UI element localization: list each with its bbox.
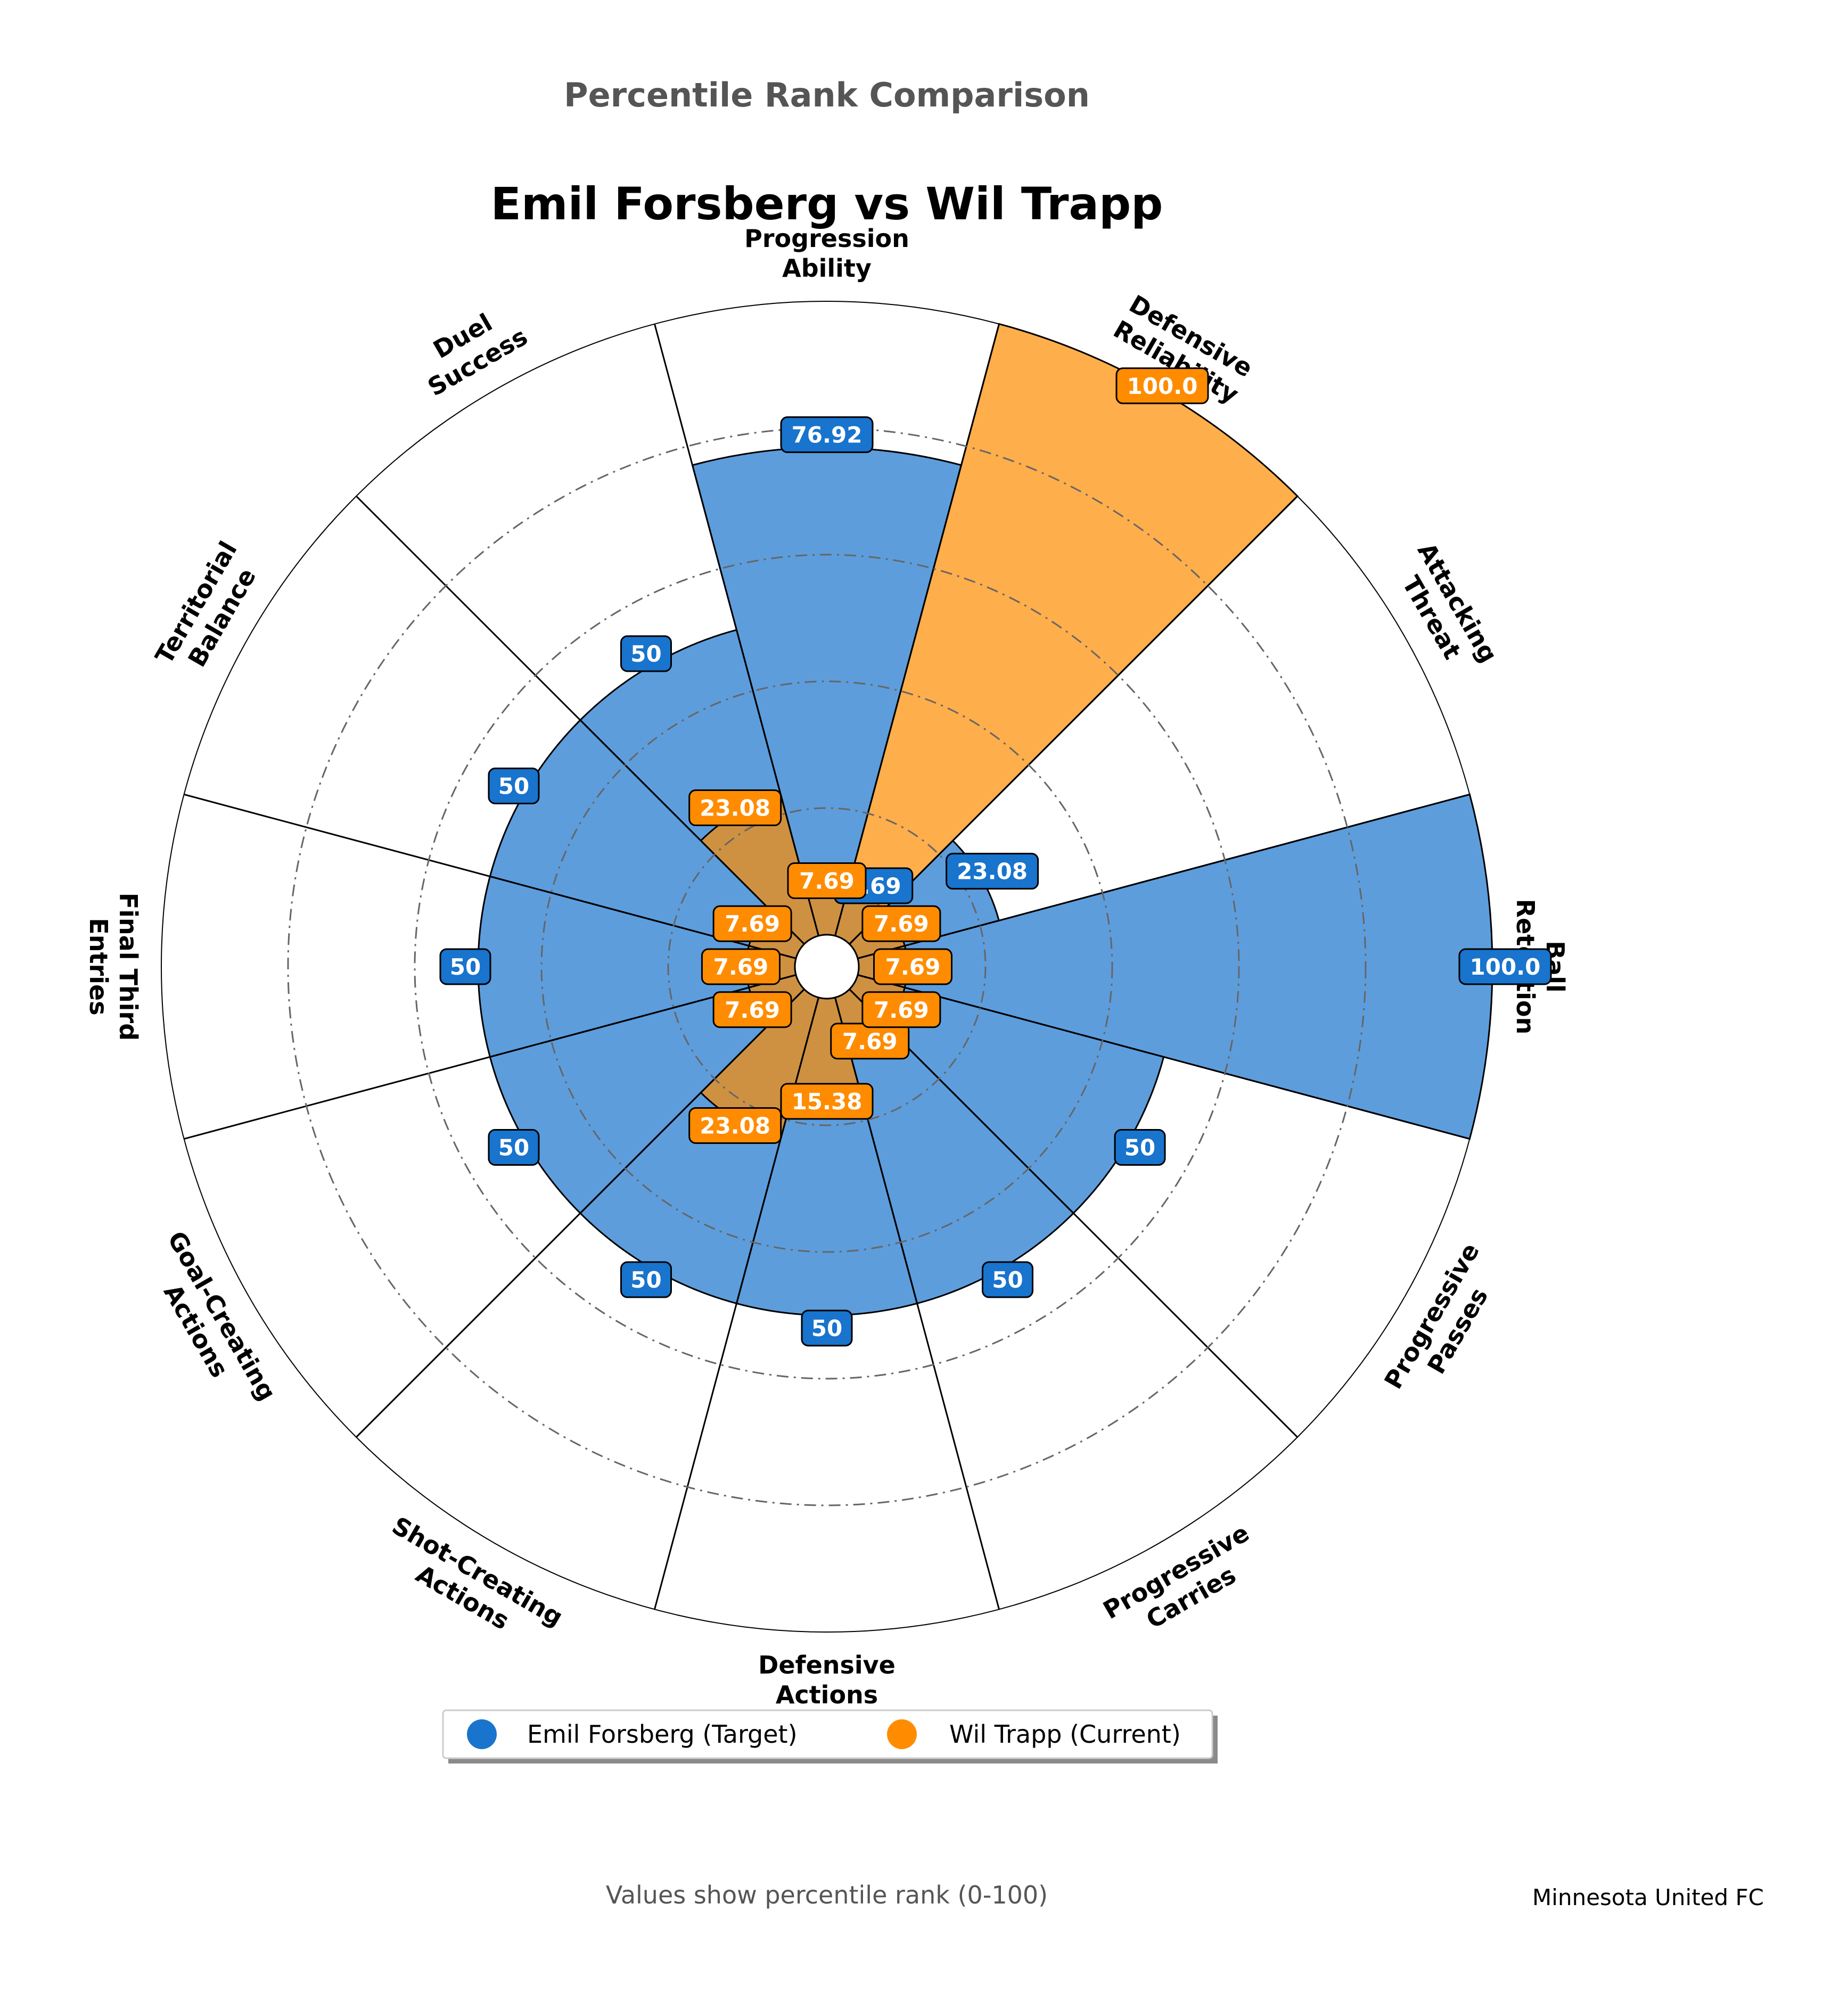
value-label-forsberg: 50 <box>498 1135 529 1161</box>
value-label-trapp-box <box>861 905 941 942</box>
value-label-forsberg: 100.0 <box>1470 954 1541 980</box>
value-label-trapp: 7.69 <box>874 997 929 1023</box>
value-label-trapp-box <box>701 948 781 985</box>
value-label-trapp-box <box>787 862 867 899</box>
value-label-forsberg-box <box>488 768 540 804</box>
category-label-line: Progression <box>744 224 909 253</box>
value-label-forsberg-box <box>620 635 672 672</box>
polar-spoke <box>184 794 796 959</box>
category-label: Defensive Actions <box>758 1651 896 1709</box>
value-label-trapp: 100.0 <box>1127 373 1198 399</box>
value-label-trapp-box <box>688 789 782 827</box>
footer-note: Values show percentile rank (0-100) <box>606 1881 1048 1909</box>
value-label-forsberg-box <box>1458 948 1552 985</box>
legend-label-trapp: Wil Trapp (Current) <box>949 1720 1181 1749</box>
polar-spoke <box>654 324 819 936</box>
value-label-forsberg-box <box>982 1261 1033 1298</box>
value-label-trapp: 7.69 <box>799 868 855 894</box>
category-label-line: Final Third <box>114 893 143 1041</box>
polar-spoke <box>857 974 1470 1140</box>
legend-label-forsberg: Emil Forsberg (Target) <box>527 1720 798 1749</box>
value-label-trapp: 7.69 <box>885 954 941 980</box>
chart-title: Emil Forsberg vs Wil Trapp <box>491 178 1163 230</box>
value-label-forsberg-box <box>439 948 491 985</box>
polar-gridline <box>414 554 1240 1380</box>
value-label-forsberg: 50 <box>630 1267 661 1293</box>
value-label-forsberg: 50 <box>992 1267 1023 1293</box>
value-label-trapp: 15.38 <box>792 1089 863 1115</box>
value-label-trapp-box <box>1115 367 1209 405</box>
polar-gridline <box>287 427 1367 1506</box>
polar-spoke <box>849 496 1298 945</box>
chart-supertitle: Percentile Rank Comparison <box>564 76 1090 114</box>
polar-gridline <box>540 680 1113 1253</box>
polar-spoke <box>184 974 796 1140</box>
category-label-line: Defensive <box>758 1651 896 1679</box>
value-label-trapp-box <box>861 991 941 1028</box>
polar-center <box>794 934 860 1000</box>
value-label-trapp: 23.08 <box>700 795 770 821</box>
legend-swatch-trapp <box>887 1719 917 1749</box>
polar-spoke <box>857 794 1470 959</box>
value-label-forsberg: 50 <box>811 1315 842 1341</box>
value-label-forsberg-box <box>1114 1129 1166 1166</box>
polar-spoke <box>356 496 805 945</box>
polar-spoke <box>849 988 1298 1438</box>
value-label-forsberg: 50 <box>630 641 661 667</box>
value-label-trapp: 7.69 <box>874 911 929 937</box>
value-label-forsberg-box <box>620 1261 672 1298</box>
category-label-line: Entries <box>84 918 113 1015</box>
polar-gridline <box>667 807 987 1126</box>
legend: Emil Forsberg (Target) Wil Trapp (Curren… <box>442 1709 1218 1764</box>
category-label: Final ThirdEntries <box>84 893 143 1041</box>
polar-spoke <box>834 324 1000 936</box>
value-label-forsberg: 50 <box>1124 1135 1155 1161</box>
legend-frame <box>442 1709 1213 1759</box>
polar-spoke <box>356 988 805 1438</box>
value-label-forsberg-box <box>488 1129 540 1166</box>
value-label-trapp-box <box>712 991 792 1028</box>
value-label-trapp-box <box>712 905 792 942</box>
value-label-trapp: 7.69 <box>713 954 769 980</box>
value-label-trapp: 23.08 <box>700 1113 770 1139</box>
value-label-forsberg: 50 <box>450 954 481 980</box>
value-label-trapp: 7.69 <box>725 911 780 937</box>
value-label-forsberg: 76.92 <box>792 422 863 448</box>
value-label-trapp: 7.69 <box>725 997 780 1023</box>
value-label-forsberg-box <box>780 416 874 454</box>
value-label-forsberg: 50 <box>498 773 529 800</box>
value-label-forsberg: 23.08 <box>957 859 1028 885</box>
legend-swatch-forsberg <box>467 1719 497 1749</box>
value-label-trapp-box <box>780 1083 874 1120</box>
category-label-line: Actions <box>776 1680 878 1709</box>
category-label-line: Ability <box>782 254 872 283</box>
footer-team: Minnesota United FC <box>1532 1884 1764 1910</box>
value-label-forsberg-box <box>801 1309 853 1347</box>
category-label: Progression Ability <box>744 224 909 283</box>
value-label-forsberg-box <box>946 853 1039 890</box>
value-label-trapp: 7.69 <box>842 1028 898 1054</box>
value-label-trapp-box <box>688 1107 782 1144</box>
value-label-trapp-box <box>873 948 953 985</box>
